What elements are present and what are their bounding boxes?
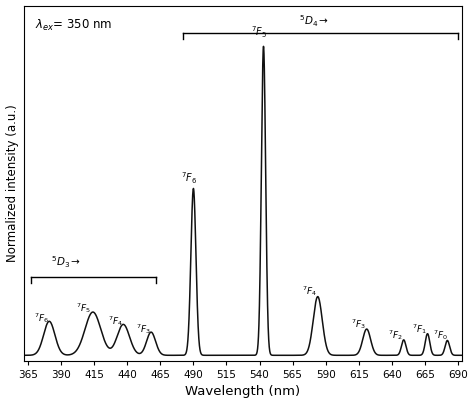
Text: $^7F_1$: $^7F_1$ (412, 322, 427, 336)
Text: $^5D_3$$\rightarrow$: $^5D_3$$\rightarrow$ (51, 254, 81, 270)
Text: $^7F_6$: $^7F_6$ (34, 311, 49, 325)
Text: $^7F_5$: $^7F_5$ (76, 301, 91, 315)
Y-axis label: Normalized intensity (a.u.): Normalized intensity (a.u.) (6, 104, 18, 262)
Text: $^7F_2$: $^7F_2$ (388, 328, 403, 342)
Text: $^7F_4$: $^7F_4$ (108, 315, 123, 328)
Text: $^7F_4$: $^7F_4$ (302, 284, 318, 297)
Text: $^5D_4$$\rightarrow$: $^5D_4$$\rightarrow$ (299, 13, 329, 29)
Text: $^7F_3$: $^7F_3$ (136, 322, 151, 336)
Text: $^7F_5$: $^7F_5$ (252, 24, 268, 40)
Text: $^7F_0$: $^7F_0$ (433, 328, 448, 342)
Text: $^7F_3$: $^7F_3$ (351, 317, 366, 330)
X-axis label: Wavelength (nm): Wavelength (nm) (185, 385, 301, 398)
Text: $\lambda_{ex}$= 350 nm: $\lambda_{ex}$= 350 nm (35, 18, 112, 33)
Text: $^7F_6$: $^7F_6$ (182, 171, 198, 186)
